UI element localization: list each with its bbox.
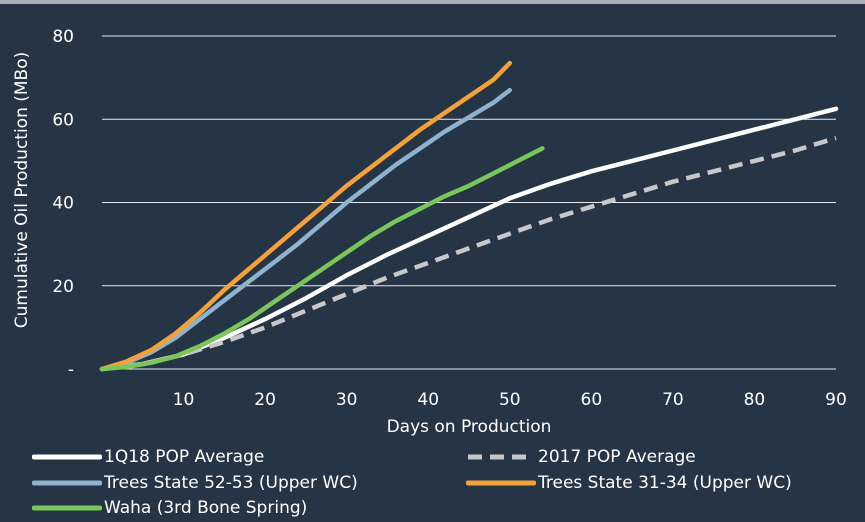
y-tick-label: 80 [52, 27, 74, 47]
x-tick-label: 70 [662, 390, 684, 410]
x-tick-labels: 10 20 30 40 50 60 70 80 90 [173, 390, 847, 410]
x-tick-label: 50 [499, 390, 521, 410]
y-tick-label: - [68, 360, 74, 380]
legend-item-waha: Waha (3rd Bone Spring) [32, 496, 307, 520]
x-tick-label: 40 [417, 390, 439, 410]
x-tick-label: 20 [254, 390, 276, 410]
y-tick-label: 20 [52, 277, 74, 297]
series-line-4 [99, 146, 545, 372]
series-line-3 [99, 60, 513, 372]
legend-swatch-trees-31-34 [466, 480, 536, 486]
x-tick-label: 30 [336, 390, 358, 410]
legend-item-trees-52-53: Trees State 52-53 (Upper WC) [32, 471, 358, 495]
grid-lines [102, 35, 836, 370]
y-tick-labels: - 20 40 60 80 [52, 27, 74, 380]
y-tick-label: 60 [52, 110, 74, 130]
line-chart: - 20 40 60 80 10 20 30 40 50 60 70 80 90 Days on Pro… [12, 27, 847, 437]
y-tick-label: 40 [52, 194, 74, 214]
legend-label-waha: Waha (3rd Bone Spring) [104, 498, 308, 518]
legend-label-trees-52-53: Trees State 52-53 (Upper WC) [104, 473, 358, 493]
legend-item-2017: 2017 POP Average [466, 445, 696, 469]
x-axis-title: Days on Production [387, 417, 552, 437]
legend-swatch-1q18 [32, 454, 102, 460]
legend-label-trees-31-34: Trees State 31-34 (Upper WC) [538, 473, 792, 493]
series-line-0 [99, 106, 839, 372]
x-tick-label: 90 [825, 390, 847, 410]
series-lines [99, 60, 839, 372]
legend-swatch-trees-52-53 [32, 480, 102, 486]
y-axis-title: Cumulative Oil Production (MBo) [12, 52, 32, 329]
legend-swatch-2017 [468, 454, 534, 460]
legend: 1Q18 POP Average 2017 POP Average Trees … [0, 440, 865, 522]
legend-label-2017: 2017 POP Average [538, 447, 696, 467]
legend-item-1q18: 1Q18 POP Average [32, 445, 264, 469]
legend-label-1q18: 1Q18 POP Average [104, 447, 265, 467]
top-bar [0, 0, 865, 4]
legend-item-trees-31-34: Trees State 31-34 (Upper WC) [466, 471, 792, 495]
x-tick-label: 60 [581, 390, 603, 410]
series-line-1 [101, 135, 837, 372]
legend-swatch-waha [32, 505, 102, 511]
x-tick-label: 10 [173, 390, 195, 410]
series-line-2 [99, 87, 513, 372]
x-tick-label: 80 [744, 390, 766, 410]
